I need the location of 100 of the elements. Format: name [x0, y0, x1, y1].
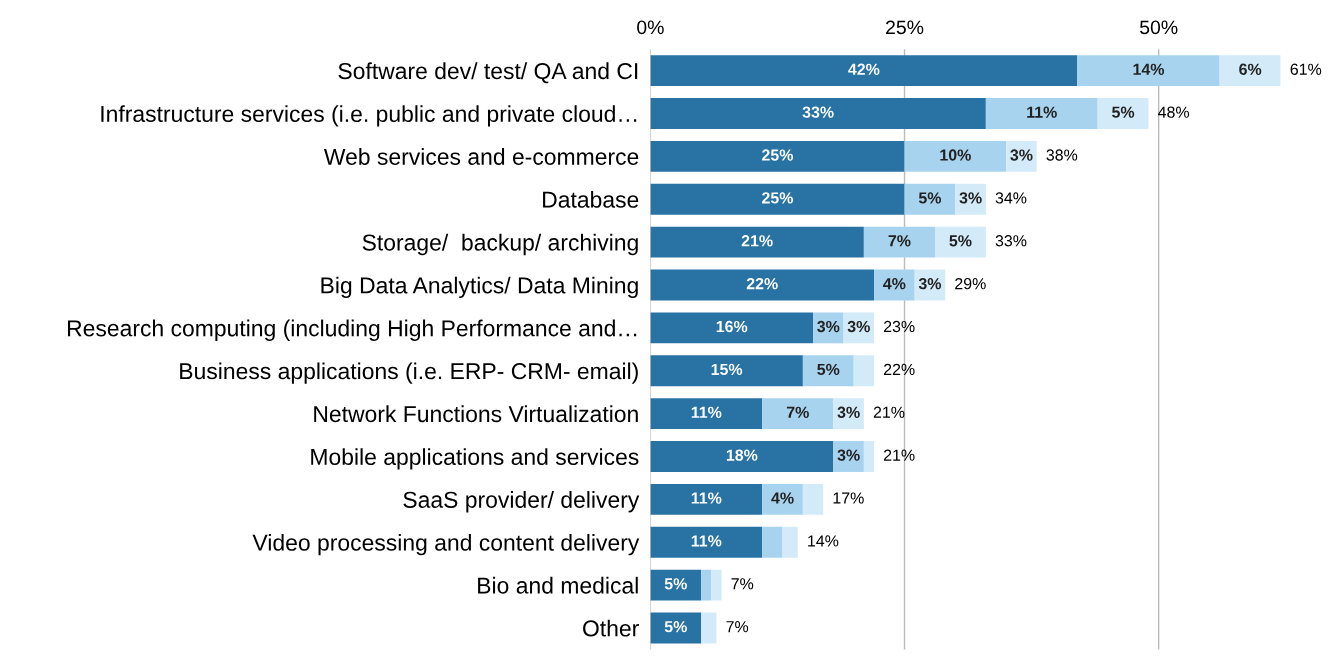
- bar: [650, 398, 763, 430]
- bar: [985, 98, 1098, 129]
- bar: [935, 226, 986, 258]
- data-label: 5%: [664, 621, 687, 633]
- data-label: 10%: [940, 149, 971, 161]
- bar: [650, 526, 763, 558]
- bar: [650, 140, 905, 172]
- total-label: 23%: [883, 320, 915, 333]
- total-label: 21%: [873, 406, 905, 418]
- bar: [904, 140, 1007, 172]
- data-label: 42%: [848, 63, 880, 75]
- bar: [833, 441, 864, 472]
- data-label: 3%: [918, 277, 942, 290]
- bar: [650, 226, 864, 258]
- bar: [833, 398, 864, 430]
- y-tick-label: Other: [583, 619, 639, 637]
- data-label: 14%: [1133, 63, 1165, 75]
- data-label: 4%: [771, 492, 794, 504]
- total-label: 14%: [808, 535, 839, 547]
- total-label: 61%: [1290, 63, 1322, 75]
- data-label: 16%: [716, 320, 748, 333]
- bar: [650, 569, 702, 601]
- data-label: 3%: [959, 192, 982, 204]
- bar: [1219, 55, 1281, 87]
- bar: [1077, 55, 1220, 87]
- data-label: 11%: [691, 406, 722, 418]
- bar: [904, 183, 956, 215]
- x-tick-label: 0%: [637, 20, 664, 35]
- data-label: 3%: [837, 449, 860, 461]
- bar: [1006, 140, 1037, 172]
- data-label: 25%: [762, 192, 794, 204]
- bar: [650, 55, 1078, 87]
- y-tick-label: Mobile applications and services: [311, 448, 639, 470]
- data-label: 25%: [762, 149, 794, 161]
- y-tick-label: Database: [543, 190, 639, 208]
- y-tick-label: Software dev/ test/ QA and CI: [338, 62, 638, 84]
- total-label: 29%: [955, 277, 986, 290]
- total-label: 38%: [1046, 149, 1078, 161]
- data-label: 11%: [1027, 106, 1057, 118]
- y-tick-label: SaaS provider/ delivery: [403, 491, 640, 513]
- bar: [853, 355, 875, 387]
- data-label: 5%: [817, 363, 840, 376]
- bar: [650, 483, 763, 515]
- total-label: 48%: [1158, 106, 1190, 118]
- y-tick-label: Research computing (including High Performance and…: [67, 319, 637, 341]
- x-tick-label: 25%: [886, 20, 924, 35]
- data-label: 3%: [847, 320, 870, 333]
- bar: [650, 441, 834, 472]
- total-label: 33%: [995, 235, 1027, 247]
- bar: [863, 441, 875, 472]
- bar: [802, 483, 824, 515]
- data-label: 33%: [802, 106, 834, 118]
- bar: [701, 612, 717, 644]
- total-label: 22%: [883, 363, 915, 375]
- data-label: 3%: [837, 406, 860, 418]
- data-label: 7%: [888, 235, 911, 247]
- bar: [1097, 98, 1149, 129]
- bar: [650, 355, 803, 387]
- data-label: 6%: [1239, 63, 1262, 75]
- data-label: 7%: [786, 406, 809, 418]
- x-tick-label: 50%: [1139, 20, 1178, 35]
- bar: [955, 183, 986, 215]
- y-tick-label: Web services and e-commerce: [323, 148, 639, 165]
- bar: [863, 226, 936, 258]
- total-label: 34%: [995, 192, 1027, 204]
- data-label: 11%: [691, 535, 722, 547]
- bar: [701, 569, 712, 601]
- y-tick-label: Business applications (i.e. ERP- CRM- email): [180, 362, 638, 384]
- bar: [762, 483, 803, 515]
- bar: [650, 312, 814, 344]
- bar: [711, 569, 722, 601]
- total-label: 7%: [731, 578, 754, 590]
- bar: [813, 312, 844, 344]
- data-label: 3%: [817, 320, 840, 333]
- data-label: 18%: [726, 449, 758, 461]
- data-label: 21%: [741, 235, 773, 247]
- data-label: 15%: [711, 363, 743, 376]
- bar: [782, 526, 798, 558]
- bar: [762, 526, 783, 558]
- bar: [650, 98, 986, 129]
- y-tick-label: Video processing and content delivery: [252, 533, 640, 556]
- y-tick-label: Bio and medical: [478, 576, 638, 594]
- bar: [650, 269, 875, 301]
- bar: [802, 355, 854, 387]
- total-label: 17%: [833, 492, 864, 504]
- bar: [650, 183, 905, 215]
- data-label: 5%: [918, 192, 942, 204]
- data-label: 5%: [1112, 106, 1135, 118]
- data-label: 11%: [691, 492, 722, 504]
- y-tick-label: Network Functions Virtualization: [314, 405, 638, 423]
- data-label: 3%: [1010, 149, 1033, 161]
- data-label: 4%: [883, 278, 906, 290]
- y-tick-label: Infrastructure services (i.e. public and private cloud…: [101, 105, 637, 127]
- y-tick-label: Big Data Analytics/ Data Mining: [321, 276, 638, 299]
- y-tick-label: Storage/ backup/ archiving: [362, 233, 638, 256]
- data-label: 22%: [746, 277, 778, 290]
- total-label: 21%: [883, 449, 915, 461]
- data-label: 5%: [949, 235, 972, 247]
- bar: [762, 398, 834, 430]
- data-label: 5%: [664, 578, 687, 590]
